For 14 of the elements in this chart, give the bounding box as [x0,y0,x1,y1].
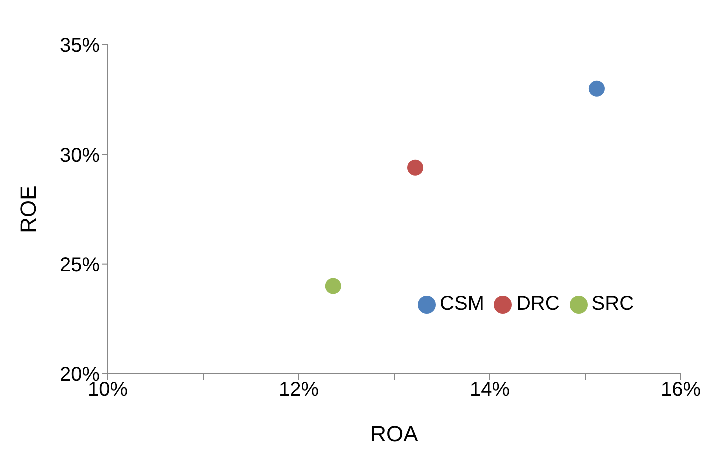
point [588,80,605,97]
x-tick-label: 12% [278,379,320,402]
y-tick-label: 35% [60,35,100,58]
x-tick-label: 16% [660,379,702,402]
point [408,160,424,176]
y-axis-title: ROE [16,186,41,234]
legend-label: CSM [440,293,484,315]
x-tick-label: 14% [470,379,510,402]
y-tick-label: 30% [60,144,100,167]
x-axis-title: ROA [370,422,419,447]
y-tick-label: 25% [60,254,100,276]
legend-label: SRC [592,293,634,315]
legend-label: DRC [516,293,560,315]
point [325,278,342,294]
